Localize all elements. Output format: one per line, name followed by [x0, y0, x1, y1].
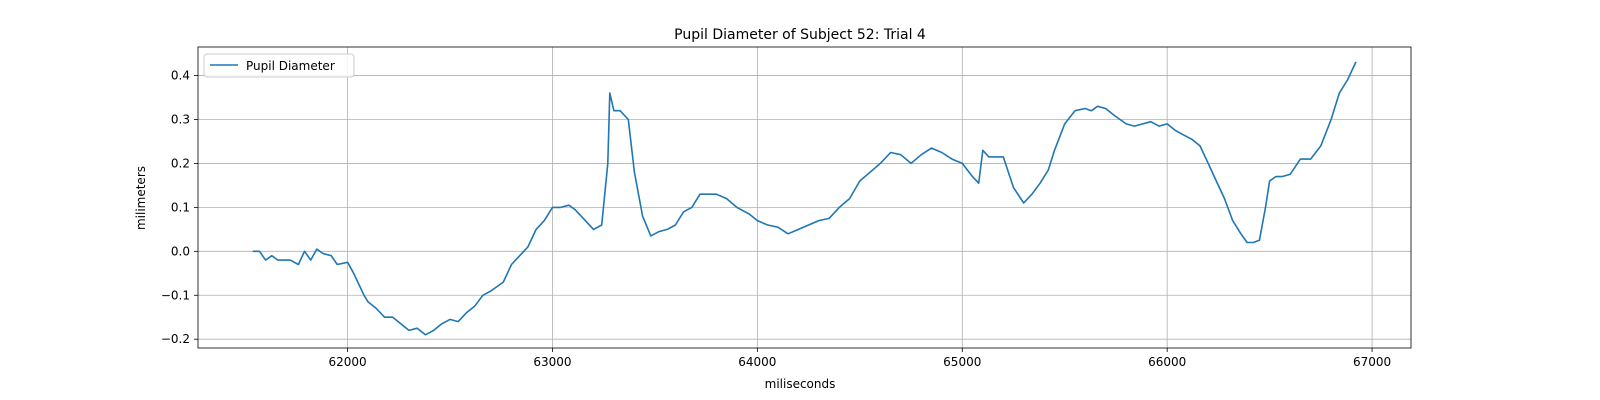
x-tick-label: 64000 [738, 355, 776, 369]
x-tick-label: 62000 [328, 355, 366, 369]
legend-box [203, 53, 355, 78]
y-tick-label: 0.3 [171, 113, 190, 127]
y-tick-label: 0.0 [171, 244, 190, 258]
y-tick-label: −0.1 [161, 288, 190, 302]
legend: Pupil Diameter [203, 53, 355, 78]
axis-ticks: 62000 63000 64000 65000 66000 67000 −0.2 −0.1 0.… [161, 69, 1391, 369]
chart-title: Pupil Diameter of Subject 52: Trial 4 [674, 27, 926, 43]
y-axis-label: milimeters [134, 166, 148, 230]
y-tick-label: 0.2 [171, 156, 190, 170]
x-tick-label: 66000 [1148, 355, 1186, 369]
x-tick-label: 65000 [943, 355, 981, 369]
x-tick-label: 63000 [533, 355, 571, 369]
series-line-pupil-diameter [252, 61, 1357, 336]
y-tick-label: 0.4 [171, 69, 190, 83]
legend-label: Pupil Diameter [246, 59, 335, 73]
axes-frame [197, 46, 1412, 349]
y-tick-label: −0.2 [161, 332, 190, 346]
x-tick-label: 67000 [1353, 355, 1391, 369]
y-tick-label: 0.1 [171, 200, 190, 214]
plot-area [252, 61, 1357, 336]
x-axis-label: miliseconds [765, 377, 836, 391]
